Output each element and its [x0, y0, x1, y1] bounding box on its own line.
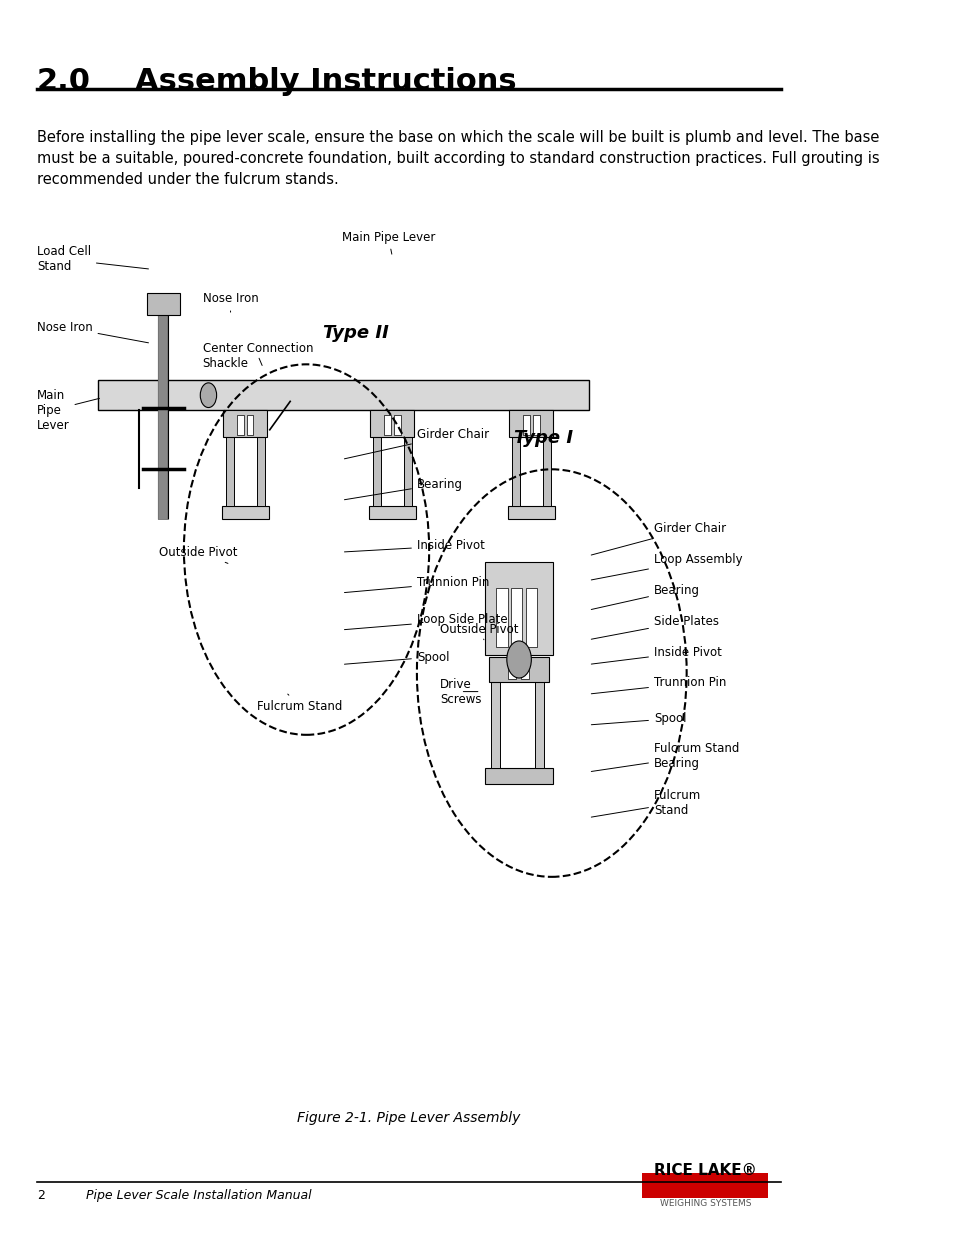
FancyBboxPatch shape	[522, 415, 529, 435]
Text: WEIGHING SYSTEMS: WEIGHING SYSTEMS	[659, 1199, 750, 1208]
FancyBboxPatch shape	[507, 506, 555, 519]
FancyBboxPatch shape	[511, 435, 519, 506]
FancyBboxPatch shape	[484, 562, 553, 655]
FancyBboxPatch shape	[225, 435, 233, 506]
Text: Before installing the pipe lever scale, ensure the base on which the scale will : Before installing the pipe lever scale, …	[37, 130, 879, 186]
FancyBboxPatch shape	[641, 1173, 767, 1198]
FancyBboxPatch shape	[403, 435, 412, 506]
Text: Center Connection
Shackle: Center Connection Shackle	[203, 342, 313, 369]
Text: Outside Pivot: Outside Pivot	[439, 624, 517, 640]
FancyBboxPatch shape	[223, 410, 267, 437]
FancyBboxPatch shape	[368, 506, 416, 519]
Text: Fulcrum Stand: Fulcrum Stand	[257, 694, 342, 713]
Text: 2: 2	[37, 1189, 45, 1202]
Text: Inside Pivot: Inside Pivot	[344, 540, 484, 552]
FancyBboxPatch shape	[507, 662, 516, 679]
Text: Bearing: Bearing	[344, 478, 462, 500]
FancyBboxPatch shape	[147, 293, 180, 315]
FancyBboxPatch shape	[491, 679, 499, 768]
Text: Loop Assembly: Loop Assembly	[591, 553, 741, 580]
FancyBboxPatch shape	[247, 415, 253, 435]
Text: 2.0: 2.0	[37, 67, 91, 95]
Text: Drive
Screws: Drive Screws	[439, 678, 480, 705]
FancyBboxPatch shape	[484, 768, 553, 784]
FancyBboxPatch shape	[394, 415, 400, 435]
Circle shape	[506, 641, 531, 678]
Text: Trunnion Pin: Trunnion Pin	[591, 677, 725, 694]
FancyBboxPatch shape	[511, 588, 522, 647]
FancyBboxPatch shape	[221, 506, 269, 519]
Text: Girder Chair: Girder Chair	[591, 522, 725, 555]
FancyBboxPatch shape	[373, 435, 380, 506]
FancyBboxPatch shape	[542, 435, 551, 506]
FancyBboxPatch shape	[496, 588, 507, 647]
Text: Trunnion Pin: Trunnion Pin	[344, 577, 489, 593]
FancyBboxPatch shape	[370, 410, 414, 437]
FancyBboxPatch shape	[509, 410, 553, 437]
FancyBboxPatch shape	[236, 415, 243, 435]
FancyBboxPatch shape	[488, 657, 549, 682]
Text: RICE LAKE®: RICE LAKE®	[654, 1163, 756, 1178]
Text: Nose Iron: Nose Iron	[203, 293, 258, 312]
Text: Main Pipe Lever: Main Pipe Lever	[341, 231, 435, 254]
FancyBboxPatch shape	[256, 435, 265, 506]
Circle shape	[200, 383, 216, 408]
FancyBboxPatch shape	[533, 415, 539, 435]
Text: Spool: Spool	[591, 713, 686, 725]
Text: Load Cell
Stand: Load Cell Stand	[37, 246, 149, 273]
Text: Girder Chair: Girder Chair	[344, 429, 489, 459]
Text: Fulcrum Stand
Bearing: Fulcrum Stand Bearing	[591, 742, 739, 772]
Text: Main
Pipe
Lever: Main Pipe Lever	[37, 389, 99, 431]
Text: Outside Pivot: Outside Pivot	[159, 546, 237, 563]
Text: Type I: Type I	[514, 429, 573, 447]
Text: Loop Side Plate: Loop Side Plate	[344, 614, 507, 630]
FancyBboxPatch shape	[525, 588, 537, 647]
Text: Spool: Spool	[344, 651, 449, 664]
FancyBboxPatch shape	[98, 380, 588, 410]
Text: Figure 2-1. Pipe Lever Assembly: Figure 2-1. Pipe Lever Assembly	[296, 1110, 520, 1125]
FancyBboxPatch shape	[520, 662, 528, 679]
FancyBboxPatch shape	[535, 679, 544, 768]
Text: Nose Iron: Nose Iron	[37, 321, 149, 343]
Text: Pipe Lever Scale Installation Manual: Pipe Lever Scale Installation Manual	[86, 1189, 311, 1202]
FancyBboxPatch shape	[384, 415, 391, 435]
Text: Side Plates: Side Plates	[591, 615, 719, 640]
Text: Bearing: Bearing	[591, 584, 700, 610]
Text: Assembly Instructions: Assembly Instructions	[134, 67, 516, 95]
Text: Inside Pivot: Inside Pivot	[591, 646, 721, 664]
Text: Type II: Type II	[322, 324, 388, 342]
Text: Fulcrum
Stand: Fulcrum Stand	[591, 789, 700, 818]
